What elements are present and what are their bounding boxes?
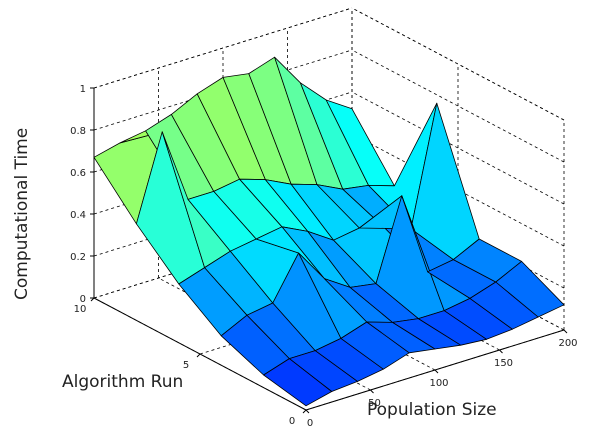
- x-tick-label: 200: [558, 338, 577, 349]
- x-tick-mark: [305, 409, 310, 414]
- surface-patch: [495, 260, 565, 318]
- y-tick-label: 5: [183, 360, 189, 371]
- y-tick-label: 0: [289, 416, 295, 427]
- y-axis-label: Algorithm Run: [62, 372, 184, 392]
- z-tick-label: 0.4: [70, 210, 86, 221]
- x-axis-label: Population Size: [367, 400, 497, 420]
- x-tick-mark: [499, 349, 503, 354]
- z-tick-label: 0: [80, 294, 86, 305]
- surface-patch: [410, 102, 480, 261]
- x-tick-mark: [563, 329, 568, 334]
- x-tick-mark: [370, 389, 374, 394]
- x-tick-label: 50: [368, 398, 381, 409]
- x-tick-label: 0: [307, 418, 313, 429]
- z-axis-label: Computational Time: [12, 127, 32, 300]
- z-tick-label: 0.8: [70, 126, 86, 137]
- x-tick-mark: [434, 369, 439, 374]
- box-edge-top-right: [351, 7, 565, 121]
- y-tick-mark: [196, 353, 201, 358]
- z-tick-label: 0.2: [70, 252, 86, 263]
- y-tick-mark: [302, 409, 307, 414]
- x-tick-label: 100: [429, 378, 448, 389]
- grid-line-back-right-z-2: [351, 133, 565, 247]
- grid-line-back-right-z-3: [351, 91, 565, 205]
- z-tick-label: 0.6: [70, 168, 86, 179]
- z-tick-label: 1: [80, 84, 86, 95]
- y-tick-label: 10: [74, 304, 87, 315]
- x-tick-label: 150: [494, 358, 513, 369]
- grid-line-back-right-z-4: [351, 49, 565, 163]
